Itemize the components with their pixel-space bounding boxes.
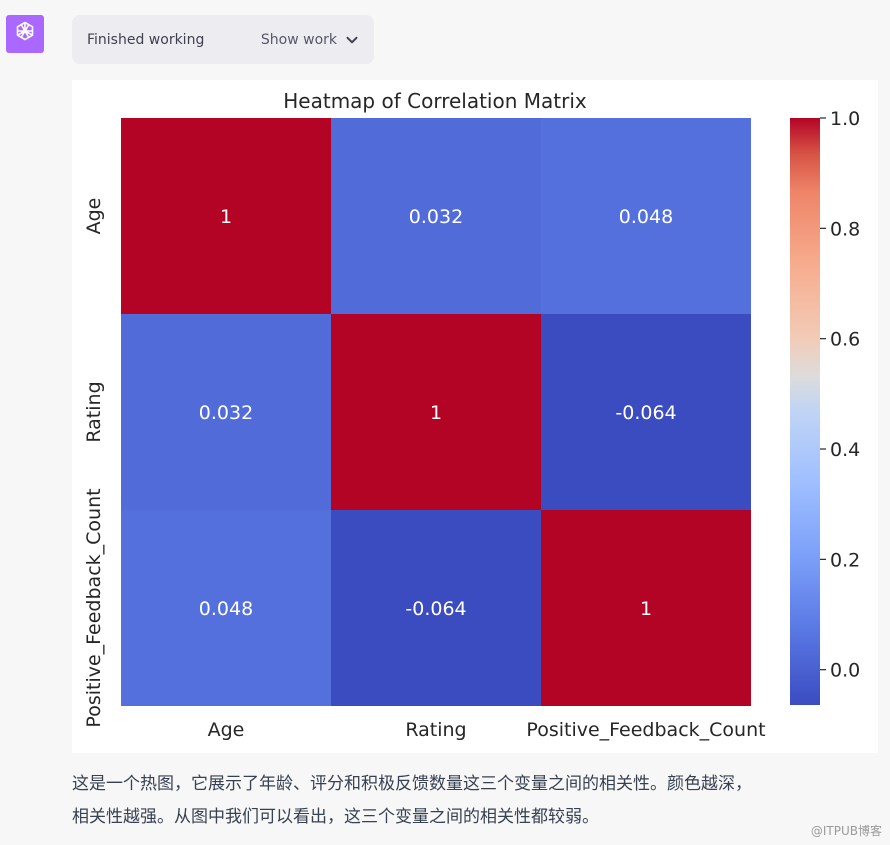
chevron-down-icon[interactable] [345, 33, 359, 47]
x-tick-label: Rating [405, 719, 466, 741]
heatmap-cell [121, 314, 331, 510]
message-line: 相关性越强。从图中我们可以看出，这三个变量之间的相关性都较弱。 [72, 807, 599, 827]
y-tick-label: Age [83, 198, 105, 235]
cell-value-label: -0.064 [615, 402, 676, 424]
cell-value-label: 1 [430, 402, 442, 424]
y-tick-label: Rating [83, 381, 105, 442]
colorbar-tick-label: 1.0 [830, 108, 860, 130]
y-tick-label: Positive_Feedback_Count [83, 488, 105, 727]
heatmap-chart: Heatmap of Correlation Matrix 1 0.032 0.04… [83, 89, 860, 741]
message-line: 这是一个热图，它展示了年龄、评分和积极反馈数量这三个变量之间的相关性。颜色越深， [72, 774, 752, 794]
heatmap-cell [541, 314, 751, 510]
openai-logo-icon [12, 19, 38, 49]
heatmap-cell [121, 510, 331, 706]
heatmap-cell [331, 510, 541, 706]
x-tick-label: Positive_Feedback_Count [526, 719, 765, 741]
x-tick-label: Age [208, 719, 245, 741]
chart-title: Heatmap of Correlation Matrix [283, 89, 587, 113]
cell-value-label: -0.064 [405, 598, 466, 620]
cell-value-label: 1 [640, 598, 652, 620]
finished-working-label: Finished working [87, 31, 205, 48]
assistant-avatar [6, 15, 44, 53]
colorbar-tick-label: 0.6 [830, 329, 860, 351]
work-status-bar: Finished working Show work [72, 15, 374, 64]
cell-value-label: 0.048 [619, 206, 673, 228]
heatmap-cell [331, 118, 541, 314]
cell-value-label: 0.032 [199, 402, 253, 424]
heatmap-cell [121, 118, 331, 314]
show-work-button[interactable]: Show work [260, 31, 337, 48]
heatmap-cell [541, 510, 751, 706]
chart-image: Heatmap of Correlation Matrix 1 0.032 0.04… [72, 80, 878, 753]
colorbar-tick-label: 0.0 [830, 660, 860, 682]
assistant-message: 这是一个热图，它展示了年龄、评分和积极反馈数量这三个变量之间的相关性。颜色越深，… [72, 768, 872, 834]
colorbar-tick-label: 0.8 [830, 218, 860, 240]
heatmap-cell [331, 314, 541, 510]
watermark: @ITPUB博客 [810, 824, 882, 838]
cell-value-label: 0.048 [199, 598, 253, 620]
cell-value-label: 1 [220, 206, 232, 228]
colorbar-tick-label: 0.4 [830, 439, 860, 461]
heatmap-cell [541, 118, 751, 314]
colorbar-tick-label: 0.2 [830, 549, 860, 571]
colorbar [790, 118, 820, 705]
cell-value-label: 0.032 [409, 206, 463, 228]
